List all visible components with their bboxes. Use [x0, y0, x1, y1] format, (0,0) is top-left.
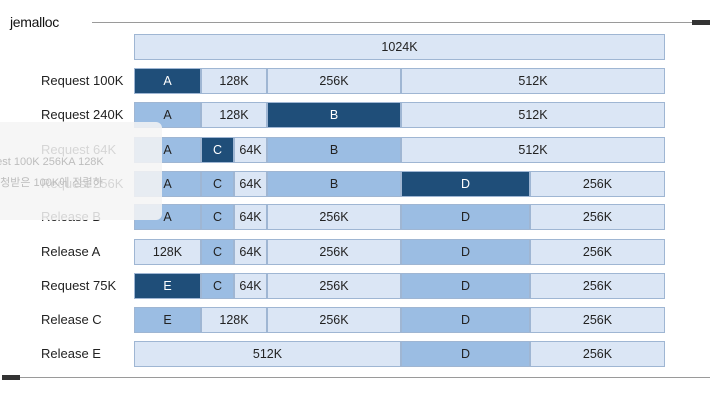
- memory-block: 64K: [234, 137, 267, 163]
- overlay-text-line1: uest 100K 256KA 128K: [0, 156, 104, 168]
- memory-row: E 128K 256K D 256K: [134, 307, 665, 333]
- memory-row: A C 64K B 512K: [134, 137, 665, 163]
- memory-block: D: [401, 171, 530, 197]
- memory-block: 512K: [401, 137, 665, 163]
- memory-block: D: [401, 307, 530, 333]
- memory-row: A 128K B 512K: [134, 102, 665, 128]
- memory-block: 256K: [530, 307, 665, 333]
- memory-block: C: [201, 273, 234, 299]
- step-label: Request 75K: [41, 278, 117, 293]
- memory-block: E: [134, 307, 201, 333]
- bottom-divider: [20, 377, 710, 378]
- memory-row: E C 64K 256K D 256K: [134, 273, 665, 299]
- memory-block: A: [134, 68, 201, 94]
- top-divider-cap: [692, 20, 710, 25]
- memory-block: 512K: [401, 102, 665, 128]
- memory-header-row: 1024K: [134, 34, 665, 60]
- memory-row: A 128K 256K 512K: [134, 68, 665, 94]
- step-label: Release A: [41, 244, 101, 259]
- memory-row: 128K C 64K 256K D 256K: [134, 239, 665, 265]
- step-label: Release C: [41, 312, 102, 327]
- memory-block: 128K: [134, 239, 201, 265]
- memory-block: C: [201, 239, 234, 265]
- memory-block: 128K: [201, 68, 267, 94]
- memory-block-total: 1024K: [134, 34, 665, 60]
- bottom-divider-cap: [2, 375, 20, 380]
- memory-block: 64K: [234, 239, 267, 265]
- memory-block: C: [201, 137, 234, 163]
- step-label: Request 100K: [41, 73, 124, 88]
- memory-block: C: [201, 204, 234, 230]
- memory-block: 256K: [267, 239, 401, 265]
- memory-block: B: [267, 102, 401, 128]
- overlay-text-line2: 요청받은 100K에 정렬하: [0, 177, 103, 189]
- memory-block: D: [401, 341, 530, 367]
- memory-block: 256K: [267, 307, 401, 333]
- step-label: Release E: [41, 346, 101, 361]
- top-divider: [92, 22, 692, 23]
- memory-block: 64K: [234, 204, 267, 230]
- memory-block: D: [401, 204, 530, 230]
- memory-block: 512K: [401, 68, 665, 94]
- memory-block: 128K: [201, 102, 267, 128]
- memory-block: 256K: [267, 273, 401, 299]
- memory-block: 64K: [234, 273, 267, 299]
- subtitle-overlay: uest 100K 256KA 128K 요청받은 100K에 정렬하: [0, 122, 162, 220]
- memory-block: 256K: [530, 273, 665, 299]
- step-label: Request 240K: [41, 107, 124, 122]
- memory-block: 256K: [530, 171, 665, 197]
- memory-block: D: [401, 273, 530, 299]
- memory-block: 512K: [134, 341, 401, 367]
- memory-block: D: [401, 239, 530, 265]
- memory-block: 128K: [201, 307, 267, 333]
- memory-row: A C 64K B D 256K: [134, 171, 665, 197]
- memory-block: C: [201, 171, 234, 197]
- memory-block: 256K: [530, 341, 665, 367]
- memory-block: 256K: [530, 239, 665, 265]
- memory-row: A C 64K 256K D 256K: [134, 204, 665, 230]
- memory-block: 64K: [234, 171, 267, 197]
- memory-block: E: [134, 273, 201, 299]
- memory-block: 256K: [530, 204, 665, 230]
- memory-block: 256K: [267, 68, 401, 94]
- memory-row: 512K D 256K: [134, 341, 665, 367]
- memory-block: 256K: [267, 204, 401, 230]
- memory-block: B: [267, 137, 401, 163]
- slide-title: jemalloc: [10, 14, 59, 30]
- memory-block: B: [267, 171, 401, 197]
